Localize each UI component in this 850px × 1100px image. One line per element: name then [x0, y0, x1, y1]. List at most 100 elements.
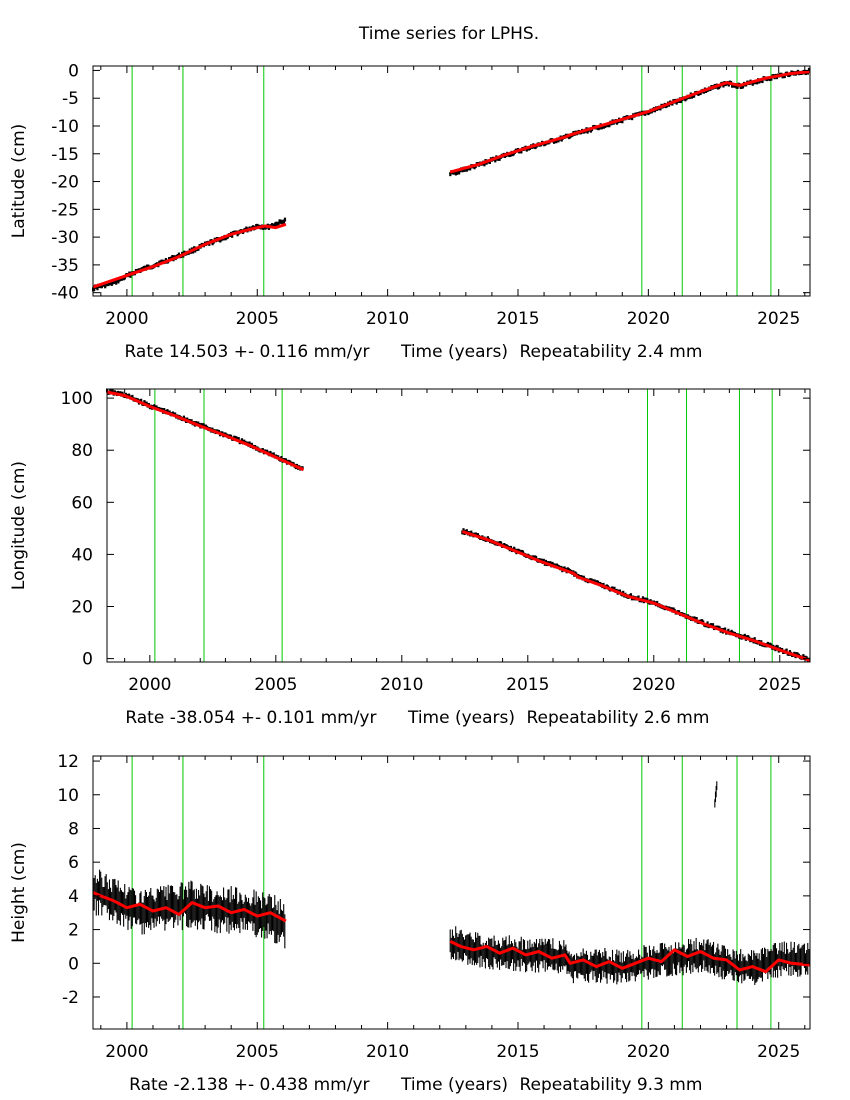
- y-tick-label: 2: [68, 921, 79, 941]
- observation-point: [111, 389, 114, 394]
- observation-point: [109, 388, 112, 393]
- y-tick-label: -20: [51, 173, 79, 193]
- observation-point: [147, 264, 150, 269]
- y-tick-label: -35: [51, 256, 79, 276]
- plot-frame: [92, 65, 811, 297]
- y-tick-label: 12: [57, 752, 79, 772]
- observation-point: [237, 437, 240, 442]
- y-tick-label: -2: [62, 988, 79, 1008]
- x-tick-label: 2020: [627, 309, 670, 329]
- x-tick-label: 2010: [366, 1042, 409, 1062]
- y-tick-label: -30: [51, 228, 79, 248]
- observation-point: [256, 223, 259, 228]
- observation-point: [795, 652, 798, 657]
- observation-point: [706, 621, 709, 626]
- model-curve: [92, 222, 287, 289]
- observation-point: [741, 84, 745, 89]
- observation-point: [509, 152, 512, 157]
- rate-label: Rate -38.054 +- 0.101 mm/yr: [125, 708, 376, 728]
- observation-point: [146, 264, 149, 269]
- x-axis-label: Time (years): [407, 708, 515, 728]
- y-tick-label: 80: [71, 441, 93, 461]
- y-tick-label: 20: [71, 598, 93, 618]
- observation-point: [469, 166, 472, 171]
- observation-point: [727, 628, 730, 633]
- observation-point: [641, 596, 645, 601]
- observation-point: [494, 158, 497, 163]
- x-tick-label: 2020: [632, 675, 675, 695]
- observation-point: [796, 652, 799, 657]
- observation-point: [272, 452, 275, 457]
- observation-point: [129, 273, 132, 278]
- observation-point: [722, 83, 725, 88]
- observation-point: [499, 541, 503, 546]
- observation-point: [598, 125, 601, 130]
- observation-point: [769, 77, 772, 82]
- x-axis-label: Time (years): [400, 342, 508, 362]
- observation-point: [621, 119, 624, 124]
- observation-point: [93, 287, 96, 292]
- observation-point: [465, 167, 468, 172]
- x-tick-label: 2020: [627, 1042, 670, 1062]
- observation-point: [473, 165, 476, 170]
- observation-point: [753, 637, 756, 642]
- model-curve: [449, 940, 811, 974]
- observation-point: [231, 233, 234, 238]
- x-tick-label: 2005: [236, 1042, 279, 1062]
- observation-point: [280, 456, 283, 461]
- observation-point: [277, 221, 280, 226]
- x-tick-label: 2025: [757, 309, 800, 329]
- observation-point: [637, 595, 640, 600]
- observation-point: [695, 617, 698, 622]
- observation-point: [520, 149, 523, 154]
- observation-point: [723, 627, 727, 632]
- height-panel: 2000 2005 2010 2015 2020 2025 12 10 8 6 4 2 0 -2 Heigh…: [9, 752, 811, 1095]
- y-tick-label: 4: [68, 887, 79, 907]
- y-tick-label: -25: [51, 200, 79, 220]
- observation-point: [608, 123, 611, 128]
- observation-point: [465, 529, 468, 534]
- observation-point: [629, 593, 632, 598]
- y-tick-label: -10: [51, 117, 79, 137]
- model-curve: [461, 530, 811, 662]
- observation-point: [802, 654, 805, 659]
- observation-point: [483, 162, 486, 167]
- observation-point: [755, 80, 759, 85]
- y-tick-label: 40: [71, 545, 93, 565]
- observation-point: [488, 160, 491, 165]
- y-tick-label: 0: [68, 61, 79, 81]
- plot-frame: [92, 755, 811, 1030]
- observation-point: [240, 438, 244, 443]
- x-tick-label: 2010: [366, 309, 409, 329]
- observation-point: [462, 528, 465, 533]
- latitude-panel: 2000 2005 2010 2015 2020 2025 0 -5 -10 -15 -20 -25 -…: [9, 61, 811, 362]
- observation-point: [283, 217, 287, 222]
- observation-point: [736, 84, 739, 89]
- x-tick-label: 2010: [380, 675, 423, 695]
- repeatability-label: Repeatability 2.4 mm: [520, 342, 703, 362]
- observation-point: [631, 116, 634, 121]
- x-tick-label: 2015: [496, 1042, 539, 1062]
- x-tick-label: 2000: [128, 675, 171, 695]
- observation-point: [449, 172, 452, 177]
- y-tick-label: 8: [68, 819, 79, 839]
- y-tick-label: -15: [51, 145, 79, 165]
- observation-point: [692, 93, 696, 98]
- y-tick-label: 10: [57, 786, 79, 806]
- y-axis-label: Latitude (cm): [9, 124, 29, 239]
- y-tick-label: 6: [68, 853, 79, 873]
- x-tick-label: 2005: [254, 675, 297, 695]
- y-axis-label: Height (cm): [9, 842, 29, 943]
- observation-point: [171, 254, 174, 259]
- x-axis-label: Time (years): [400, 1075, 508, 1095]
- y-tick-label: 0: [82, 650, 93, 670]
- y-tick-label: 0: [68, 954, 79, 974]
- repeatability-label: Repeatability 9.3 mm: [520, 1075, 703, 1095]
- observation-point: [461, 168, 464, 173]
- rate-label: Rate -2.138 +- 0.438 mm/yr: [129, 1075, 369, 1095]
- x-tick-label: 2005: [236, 309, 279, 329]
- observation-point: [743, 633, 746, 638]
- x-tick-label: 2000: [105, 1042, 148, 1062]
- observation-point: [785, 648, 788, 653]
